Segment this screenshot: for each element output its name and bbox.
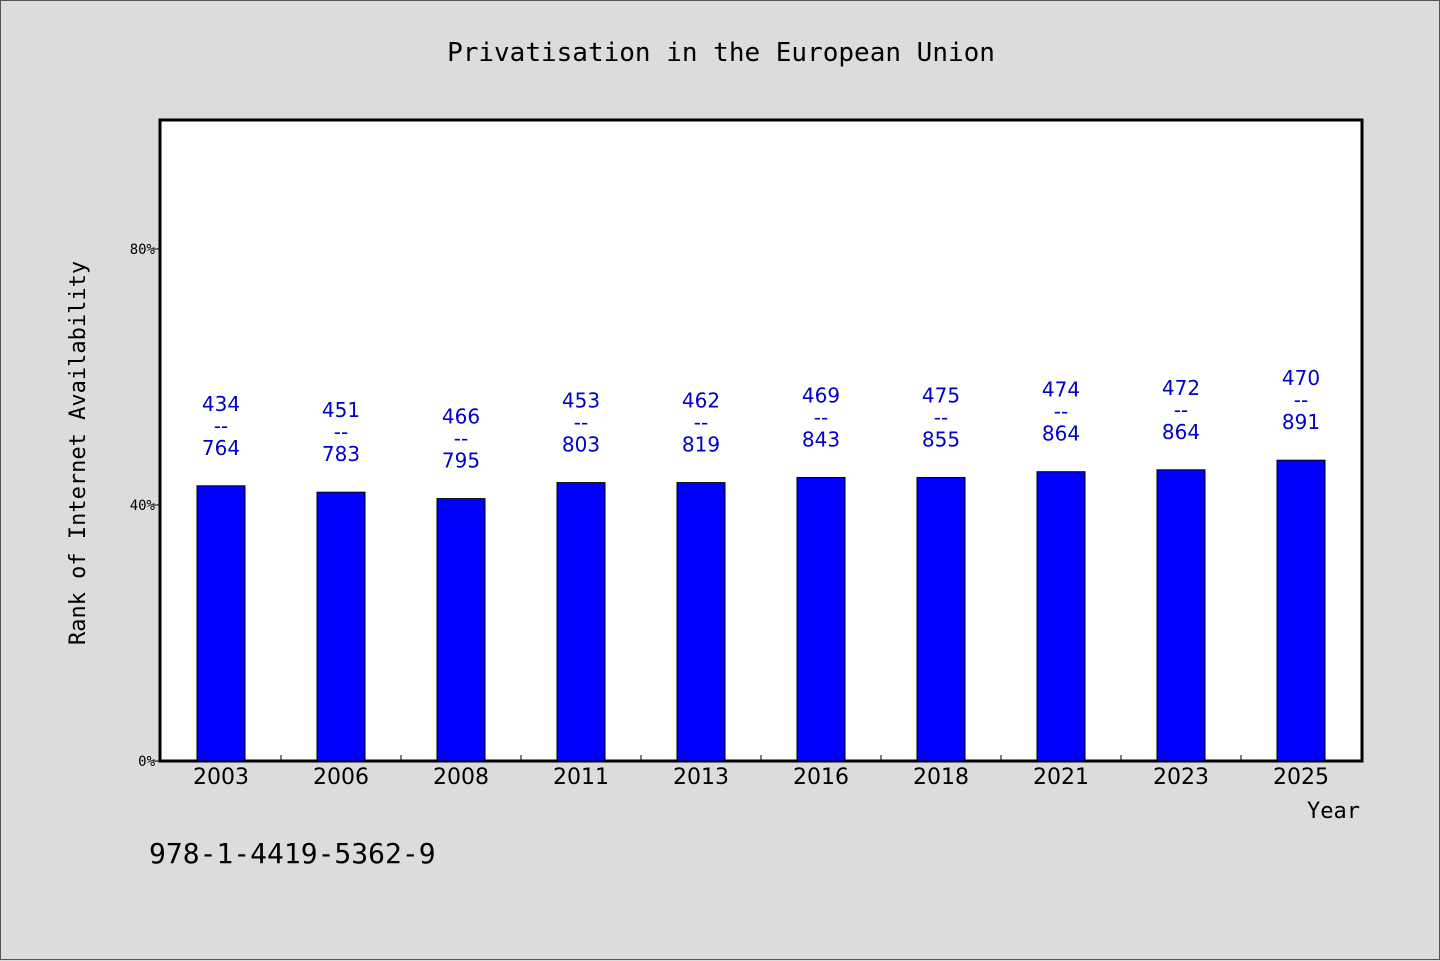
isbn-footnote: 978-1-4419-5362-9	[149, 837, 436, 870]
data-label-2006-line-3: 783	[322, 442, 360, 466]
data-label-2023-line-1: 472	[1162, 376, 1200, 400]
data-label-2003-line-2: --	[214, 414, 228, 438]
data-label-2006-line-2: --	[334, 420, 348, 444]
data-label-2025-line-1: 470	[1282, 366, 1320, 390]
data-label-2025-line-3: 891	[1282, 410, 1320, 434]
data-label-2023-line-2: --	[1174, 398, 1188, 422]
data-label-2013-line-3: 819	[682, 433, 720, 457]
x-tick-label-2006: 2006	[313, 765, 369, 790]
data-labels-group: 434--764451--783466--795453--803462--819…	[202, 366, 1320, 472]
data-label-2018-line-3: 855	[922, 427, 960, 451]
x-tick-label-2013: 2013	[673, 765, 729, 790]
data-label-2011-line-3: 803	[562, 433, 600, 457]
chart-title: Privatisation in the European Union	[447, 38, 995, 68]
bars-group	[196, 459, 1326, 762]
y-tick-label-40: 40%	[130, 498, 156, 514]
x-axis-label: Year	[1307, 799, 1360, 824]
bar-2021	[1036, 471, 1086, 762]
y-tick-label-0: 0%	[138, 754, 155, 770]
bar-2006	[316, 491, 366, 762]
bar-2023	[1156, 469, 1206, 762]
bar-2003	[196, 485, 246, 762]
data-label-2018-line-2: --	[934, 405, 948, 429]
y-tick-label-80: 80%	[130, 242, 156, 258]
x-tick-label-2011: 2011	[553, 765, 609, 790]
x-tick-label-2018: 2018	[913, 765, 969, 790]
bar-2016	[796, 476, 846, 762]
data-label-2016-line-3: 843	[802, 427, 840, 451]
data-label-2025-line-2: --	[1294, 388, 1308, 412]
data-label-2023-line-3: 864	[1162, 420, 1200, 444]
data-label-2008-line-3: 795	[442, 449, 480, 473]
data-label-2013-line-2: --	[694, 411, 708, 435]
data-label-2008-line-1: 466	[442, 405, 480, 429]
x-tick-label-2025: 2025	[1273, 765, 1329, 790]
data-label-2021-line-3: 864	[1042, 422, 1080, 446]
data-label-2011-line-1: 453	[562, 389, 600, 413]
x-tick-label-2016: 2016	[793, 765, 849, 790]
data-label-2003-line-1: 434	[202, 392, 240, 416]
data-label-2021-line-1: 474	[1042, 378, 1080, 402]
bar-2008	[436, 498, 486, 762]
data-label-2006-line-1: 451	[322, 398, 360, 422]
data-label-2018-line-1: 475	[922, 383, 960, 407]
x-tick-label-2021: 2021	[1033, 765, 1089, 790]
data-label-2013-line-1: 462	[682, 389, 720, 413]
bar-2025	[1276, 459, 1326, 762]
bar-2018	[916, 476, 966, 762]
data-label-2008-line-2: --	[454, 427, 468, 451]
bar-2013	[676, 482, 726, 762]
data-label-2011-line-2: --	[574, 411, 588, 435]
y-axis-label: Rank of Internet Availability	[66, 261, 91, 645]
ticks-group: 2003 2006 2008 2011 2013 2016 2018 2021 2023 2025…	[130, 242, 1329, 790]
x-tick-label-2008: 2008	[433, 765, 489, 790]
data-label-2003-line-3: 764	[202, 436, 240, 460]
x-tick-label-2003: 2003	[193, 765, 249, 790]
x-tick-label-2023: 2023	[1153, 765, 1209, 790]
data-label-2016-line-2: --	[814, 405, 828, 429]
bar-2011	[556, 482, 606, 762]
data-label-2021-line-2: --	[1054, 400, 1068, 424]
data-label-2016-line-1: 469	[802, 383, 840, 407]
